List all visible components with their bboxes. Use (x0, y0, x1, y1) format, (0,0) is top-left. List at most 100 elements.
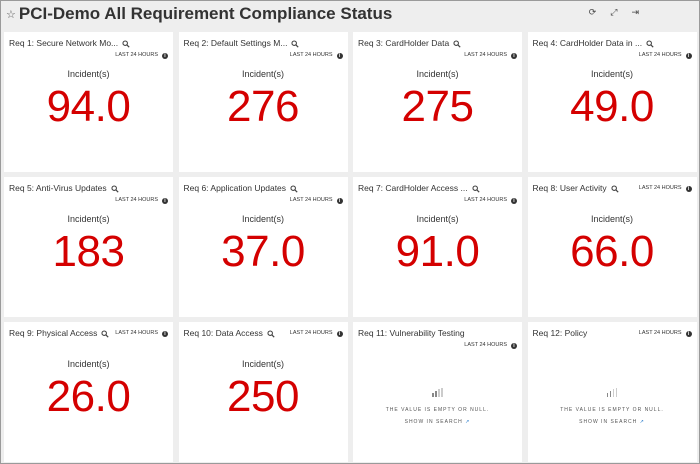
export-icon[interactable]: ⇥ (631, 7, 639, 17)
single-value[interactable]: 91.0 (395, 227, 480, 276)
single-value[interactable]: 183 (52, 227, 125, 276)
panel-title-text[interactable]: Req 2: Default Settings M... (183, 38, 288, 48)
zoom-icon[interactable] (646, 39, 654, 48)
panel-grid: Req 1: Secure Network Mo... LAST 24 HOURS… (4, 32, 697, 462)
time-range-label: LAST 24 HOURS (464, 342, 507, 348)
time-range: LAST 24 HOURS i (639, 185, 692, 192)
panel-title: Req 1: Secure Network Mo... (9, 38, 130, 49)
value-label: Incident(s) (590, 214, 634, 224)
panel-title: Req 12: Policy (533, 328, 588, 339)
info-icon[interactable]: i (162, 197, 168, 204)
panel-title-text[interactable]: Req 1: Secure Network Mo... (9, 38, 119, 48)
panel-header: Req 7: CardHolder Access ... LAST 24 HOUR… (358, 183, 517, 204)
panel-title: Req 10: Data Access (184, 328, 275, 339)
zoom-icon[interactable] (291, 39, 300, 48)
empty-message: THE VALUE IS EMPTY OR NULL. (385, 407, 490, 413)
time-range-label: LAST 24 HOURS (638, 185, 682, 191)
time-range: LAST 24 HOURS i (290, 330, 343, 337)
zoom-icon[interactable] (101, 329, 109, 338)
page-title: ☆ PCI-Demo All Requirement Compliance St… (6, 4, 392, 24)
info-icon[interactable]: i (336, 330, 343, 337)
single-value[interactable]: 26.0 (46, 372, 131, 421)
single-value[interactable]: 276 (227, 82, 299, 131)
star-icon[interactable]: ☆ (6, 8, 16, 21)
panel-title-text[interactable]: Req 9: Physical Access (9, 328, 98, 338)
panel-header: Req 12: Policy LAST 24 HOURS i (533, 328, 692, 339)
single-value[interactable]: 66.0 (570, 227, 654, 276)
panel-title-text[interactable]: Req 8: User Activity (532, 183, 607, 193)
info-icon[interactable]: i (336, 52, 343, 59)
panel-title-text[interactable]: Req 3: CardHolder Data (358, 38, 450, 48)
time-range: LAST 24 HOURS i (464, 342, 517, 349)
panel-title-text[interactable]: Req 10: Data Access (183, 328, 263, 338)
panel-title-text[interactable]: Req 11: Vulnerability Testing (358, 328, 465, 338)
single-value[interactable]: 37.0 (221, 227, 305, 276)
panel-header: Req 5: Anti-Virus Updates LAST 24 HOURS i (9, 183, 168, 204)
empty-state: THE VALUE IS EMPTY OR NULL. SHOW IN SEARC… (528, 384, 697, 426)
panel-title-text[interactable]: Req 5: Anti-Virus Updates (9, 183, 107, 193)
info-icon[interactable]: i (336, 197, 343, 204)
zoom-icon[interactable] (290, 184, 298, 193)
info-icon[interactable]: i (511, 342, 517, 349)
panel-req-3: Req 3: CardHolder Data LAST 24 HOURS i Inci… (353, 32, 522, 172)
panel-title-text[interactable]: Req 7: CardHolder Access ... (358, 183, 468, 193)
value-label: Incident(s) (241, 69, 285, 79)
panel-title: Req 5: Anti-Virus Updates (9, 183, 119, 194)
show-in-search-text[interactable]: SHOW IN SEARCH (579, 419, 638, 425)
single-value[interactable]: 94.0 (46, 82, 131, 131)
time-range-label: LAST 24 HOURS (115, 330, 158, 336)
panel-req-5: Req 5: Anti-Virus Updates LAST 24 HOURS i I… (4, 177, 173, 317)
zoom-icon[interactable] (122, 39, 130, 48)
info-icon[interactable]: i (162, 330, 168, 337)
refresh-icon[interactable]: ⟳ (588, 7, 597, 17)
zoom-icon[interactable] (472, 184, 480, 193)
panel-title-text[interactable]: Req 4: CardHolder Data in ... (532, 38, 643, 48)
time-range-label: LAST 24 HOURS (638, 330, 682, 336)
zoom-icon[interactable] (267, 329, 275, 338)
value-label: Incident(s) (67, 214, 110, 224)
panel-title-text[interactable]: Req 12: Policy (532, 328, 588, 338)
panel-header: Req 11: Vulnerability Testing LAST 24 HOU… (358, 328, 517, 349)
zoom-icon[interactable] (611, 184, 619, 193)
panel-title: Req 7: CardHolder Access ... (358, 183, 480, 194)
panel-title: Req 8: User Activity (533, 183, 619, 194)
show-in-search-link[interactable]: SHOW IN SEARCH ↗ (528, 419, 697, 426)
single-value[interactable]: 275 (401, 82, 474, 131)
zoom-icon[interactable] (111, 184, 119, 193)
time-range-label: LAST 24 HOURS (289, 197, 333, 203)
value-label: Incident(s) (590, 69, 634, 79)
panel-req-7: Req 7: CardHolder Access ... LAST 24 HOUR… (353, 177, 522, 317)
value-label: Incident(s) (67, 69, 110, 79)
panel-title-text[interactable]: Req 6: Application Updates (183, 183, 287, 193)
zoom-icon[interactable] (453, 39, 461, 48)
header-toolbar: ⟳ ⤢ ⇥ (589, 7, 639, 18)
show-in-search-link[interactable]: SHOW IN SEARCH ↗ (353, 419, 522, 426)
info-icon[interactable]: i (162, 52, 168, 59)
panel-header: Req 9: Physical Access LAST 24 HOURS i (9, 328, 168, 339)
time-range-label: LAST 24 HOURS (289, 52, 333, 58)
empty-message: THE VALUE IS EMPTY OR NULL. (560, 407, 664, 413)
panel-title: Req 9: Physical Access (9, 328, 109, 339)
panel-title: Req 11: Vulnerability Testing (358, 328, 465, 339)
panel-header: Req 8: User Activity LAST 24 HOURS i (533, 183, 692, 194)
panel-header: Req 2: Default Settings M... LAST 24 HOUR… (184, 38, 343, 59)
time-range-label: LAST 24 HOURS (464, 52, 507, 58)
info-icon[interactable]: i (511, 52, 517, 59)
time-range: LAST 24 HOURS i (639, 330, 692, 337)
time-range-label: LAST 24 HOURS (115, 197, 158, 203)
time-range-label: LAST 24 HOURS (464, 197, 507, 203)
single-value[interactable]: 49.0 (570, 82, 654, 131)
show-in-search-text[interactable]: SHOW IN SEARCH (404, 419, 463, 425)
time-range-label: LAST 24 HOURS (115, 52, 158, 58)
panel-title: Req 4: CardHolder Data in ... (533, 38, 655, 49)
info-icon[interactable]: i (685, 185, 692, 192)
panel-title: Req 3: CardHolder Data (358, 38, 461, 49)
info-icon[interactable]: i (685, 330, 692, 337)
panel-req-8: Req 8: User Activity LAST 24 HOURS i Incide… (527, 177, 697, 317)
expand-icon[interactable]: ⤢ (610, 7, 618, 17)
panel-req-12: Req 12: Policy LAST 24 HOURS i THE VALUE IS… (527, 322, 697, 462)
single-value[interactable]: 250 (227, 372, 299, 421)
info-icon[interactable]: i (511, 197, 517, 204)
info-icon[interactable]: i (685, 52, 692, 59)
